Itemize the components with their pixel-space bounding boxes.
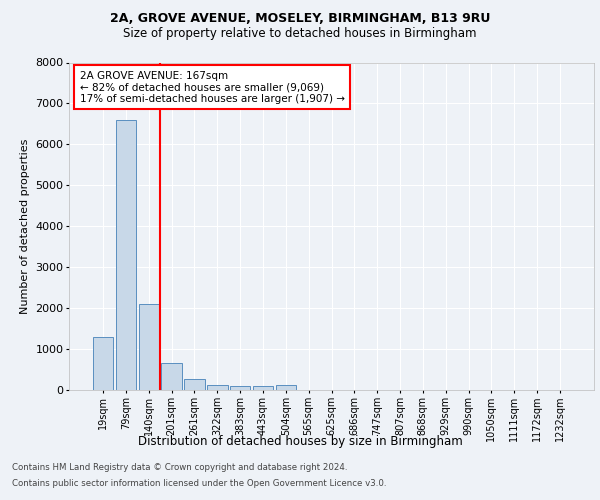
Text: 2A GROVE AVENUE: 167sqm
← 82% of detached houses are smaller (9,069)
17% of semi: 2A GROVE AVENUE: 167sqm ← 82% of detache… [79, 70, 344, 104]
Bar [93, 337, 113, 390]
Text: Size of property relative to detached houses in Birmingham: Size of property relative to detached ho… [123, 28, 477, 40]
Bar [275, 384, 296, 390]
Text: Contains public sector information licensed under the Open Government Licence v3: Contains public sector information licen… [12, 478, 386, 488]
Bar [207, 384, 227, 390]
Bar [230, 386, 250, 390]
Bar [139, 304, 159, 390]
Bar [184, 378, 205, 390]
Text: Distribution of detached houses by size in Birmingham: Distribution of detached houses by size … [137, 435, 463, 448]
Bar [161, 364, 182, 390]
Text: 2A, GROVE AVENUE, MOSELEY, BIRMINGHAM, B13 9RU: 2A, GROVE AVENUE, MOSELEY, BIRMINGHAM, B… [110, 12, 490, 26]
Y-axis label: Number of detached properties: Number of detached properties [20, 138, 30, 314]
Text: Contains HM Land Registry data © Crown copyright and database right 2024.: Contains HM Land Registry data © Crown c… [12, 464, 347, 472]
Bar [253, 386, 273, 390]
Bar [116, 120, 136, 390]
